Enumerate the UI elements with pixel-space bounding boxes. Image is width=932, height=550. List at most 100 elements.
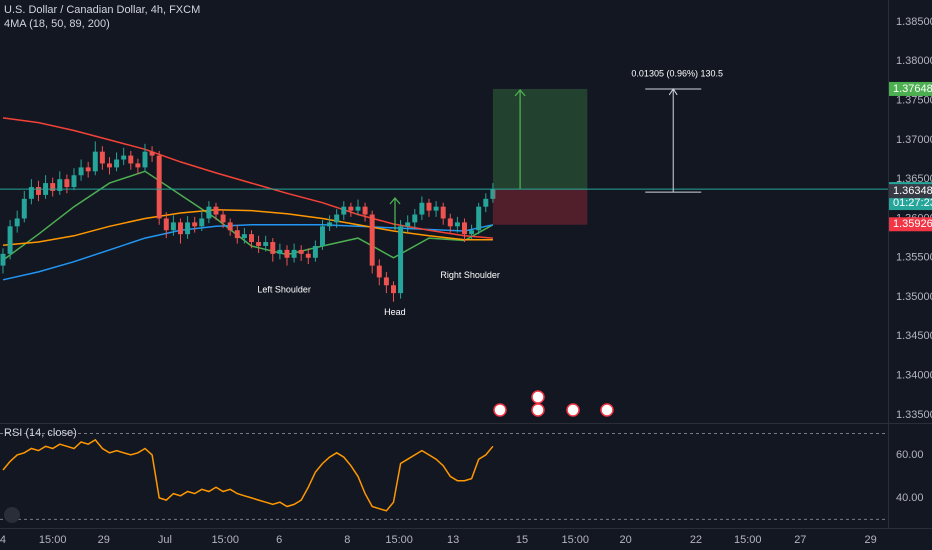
moving-average: [2, 117, 493, 239]
candle-body: [227, 222, 233, 231]
candle-body: [433, 206, 439, 211]
candle-body: [390, 285, 396, 294]
moving-average: [2, 209, 493, 246]
logo-icon[interactable]: [4, 507, 20, 523]
x-tick-label: 13: [447, 534, 459, 546]
y-tick-label: 1.34500: [896, 330, 932, 342]
y-tick-label: 1.33500: [896, 409, 932, 421]
pattern-label: Left Shoulder: [257, 284, 311, 294]
pattern-label: Right Shoulder: [440, 270, 500, 280]
countdown-label: 01:27:23: [893, 197, 932, 209]
candle-body: [78, 167, 84, 176]
event-icon[interactable]: [566, 403, 580, 417]
candle-body: [476, 206, 482, 231]
candle-body: [57, 179, 63, 191]
price-tag: [889, 81, 932, 96]
candle-body: [426, 202, 432, 211]
price-tag-label: 1.36348: [893, 185, 932, 197]
candle-body: [376, 265, 382, 278]
event-icon[interactable]: [493, 403, 507, 417]
candle-body: [291, 249, 297, 258]
x-tick-label: 15: [516, 534, 528, 546]
y-tick-label: 1.35500: [896, 252, 932, 264]
candle-body: [412, 214, 418, 223]
candle-body: [92, 151, 98, 172]
x-tick-label: 15:00: [39, 534, 67, 546]
candle-body: [461, 222, 467, 235]
candle-body: [14, 218, 20, 227]
candle-body: [305, 253, 311, 258]
candle-body: [319, 226, 325, 246]
pattern-label: Head: [384, 307, 406, 317]
candle-body: [241, 234, 247, 239]
x-tick-label: 22: [690, 534, 702, 546]
y-tick-label: 1.38000: [896, 55, 932, 67]
event-icon[interactable]: [531, 390, 545, 404]
candle-body: [419, 202, 425, 215]
x-tick-label: 8: [344, 534, 350, 546]
candle-body: [50, 183, 56, 191]
event-icon[interactable]: [531, 403, 545, 417]
candle-body: [405, 222, 411, 227]
candle-body: [121, 155, 127, 160]
event-icons: [493, 390, 614, 417]
candle-body: [277, 249, 283, 254]
candle-body: [170, 222, 176, 231]
candle-body: [383, 277, 389, 286]
candle-body: [263, 242, 269, 246]
candle-body: [35, 187, 41, 195]
candle-body: [234, 230, 240, 239]
y-tick-label: 1.37500: [896, 94, 932, 106]
candle-body: [469, 230, 475, 235]
x-tick-label: 15:00: [561, 534, 589, 546]
candle-body: [21, 198, 27, 219]
indicator-label: 4MA (18, 50, 89, 200): [4, 18, 110, 30]
candle-body: [483, 198, 489, 207]
candle-body: [135, 163, 141, 168]
candle-body: [149, 151, 155, 156]
x-tick-label: 4: [0, 534, 6, 546]
y-tick-label: 1.34000: [896, 370, 932, 382]
pattern-arrow: [389, 196, 401, 230]
candle-body: [369, 214, 375, 266]
candle-body: [0, 253, 6, 266]
candle-body: [454, 222, 460, 227]
candle-body: [362, 206, 368, 215]
candle-body: [163, 218, 169, 231]
candle-body: [177, 222, 183, 235]
price-tag-label: 1.35926: [893, 218, 932, 230]
x-tick-label: 29: [864, 534, 876, 546]
candle-body: [213, 206, 219, 215]
x-tick-label: 15:00: [211, 534, 239, 546]
candle-body: [142, 151, 148, 168]
y-tick-label: 60.00: [896, 449, 924, 461]
target-arrow: [514, 88, 526, 190]
candle-body: [114, 159, 120, 168]
candle-body: [248, 234, 254, 243]
rsi-label: RSI (14, close): [4, 427, 77, 439]
event-icon[interactable]: [600, 403, 614, 417]
price-tag: [889, 184, 932, 199]
candle-body: [199, 218, 205, 227]
rsi-pane: [0, 432, 888, 520]
measure-line: [645, 88, 702, 193]
target-zone: [492, 88, 588, 190]
candle-body: [298, 249, 304, 254]
countdown-tag: [889, 196, 932, 211]
candle-body: [270, 242, 276, 254]
x-tick-label: 27: [794, 534, 806, 546]
candle-body: [64, 179, 70, 188]
candle-body: [334, 214, 340, 223]
candle-body: [327, 222, 333, 227]
candle-body: [7, 226, 13, 254]
candle-body: [341, 206, 347, 215]
x-tick-label: 15:00: [385, 534, 413, 546]
moving-average: [2, 224, 494, 281]
candle-body: [156, 155, 162, 219]
candle-body: [398, 226, 404, 294]
candle-body: [185, 222, 191, 235]
symbol-title: U.S. Dollar / Canadian Dollar, 4h, FXCM: [4, 4, 200, 16]
candle-body: [71, 175, 77, 188]
